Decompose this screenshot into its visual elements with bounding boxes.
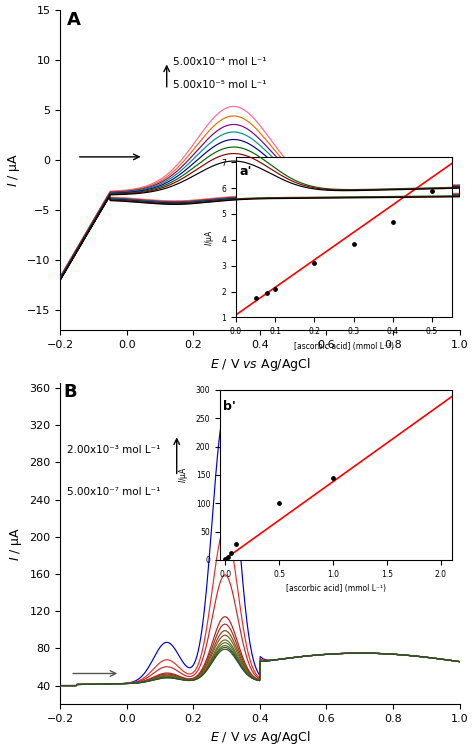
Y-axis label: $I$ / μA: $I$ / μA <box>6 153 21 187</box>
Text: 5.00x10⁻⁴ mol L⁻¹: 5.00x10⁻⁴ mol L⁻¹ <box>173 56 267 67</box>
Text: 2.00x10⁻³ mol L⁻¹: 2.00x10⁻³ mol L⁻¹ <box>67 445 160 455</box>
X-axis label: $E$ / V $vs$ Ag/AgCl: $E$ / V $vs$ Ag/AgCl <box>210 356 310 372</box>
Text: A: A <box>67 11 81 29</box>
Text: B: B <box>64 384 77 402</box>
Text: 5.00x10⁻⁵ mol L⁻¹: 5.00x10⁻⁵ mol L⁻¹ <box>173 80 267 89</box>
X-axis label: $E$ / V $vs$ Ag/AgCl: $E$ / V $vs$ Ag/AgCl <box>210 729 310 747</box>
Text: 5.00x10⁻⁷ mol L⁻¹: 5.00x10⁻⁷ mol L⁻¹ <box>67 487 160 497</box>
Y-axis label: $I$ / μA: $I$ / μA <box>8 526 24 561</box>
